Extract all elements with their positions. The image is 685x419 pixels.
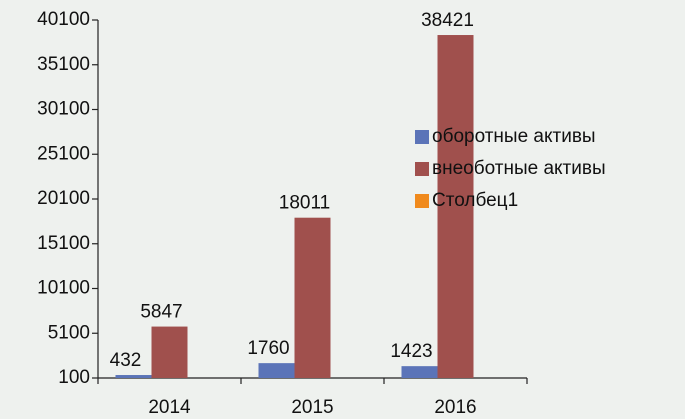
bar [437,35,474,379]
y-tick-label: 35100 [37,54,90,75]
data-label: 1760 [247,338,289,359]
x-tick-label: 2016 [434,397,476,418]
legend-label: внеоботные активы [432,158,606,179]
legend-label: Столбец1 [432,190,518,211]
data-label: 18011 [279,193,330,214]
bar [401,366,438,378]
bar [258,363,295,378]
y-tick-label: 15100 [37,233,90,254]
data-label: 432 [110,350,142,371]
legend-swatch [415,194,429,208]
data-label: 38421 [421,10,474,31]
bar [115,375,152,378]
legend-swatch [415,162,429,176]
y-tick-label: 5100 [48,322,90,343]
data-label: 1423 [390,341,432,362]
legend-swatch [415,130,429,144]
y-tick-label: 100 [58,367,90,388]
data-label: 5847 [140,302,182,323]
legend-label: оборотные активы [432,126,596,147]
y-tick-label: 25100 [37,143,90,164]
y-tick-label: 40100 [37,9,90,30]
y-tick-label: 10100 [37,278,90,299]
bar [151,326,188,378]
y-tick-label: 30100 [37,99,90,120]
bar [294,217,331,378]
x-tick-label: 2015 [291,397,333,418]
y-tick-label: 20100 [37,188,90,209]
x-tick-label: 2014 [148,397,191,418]
